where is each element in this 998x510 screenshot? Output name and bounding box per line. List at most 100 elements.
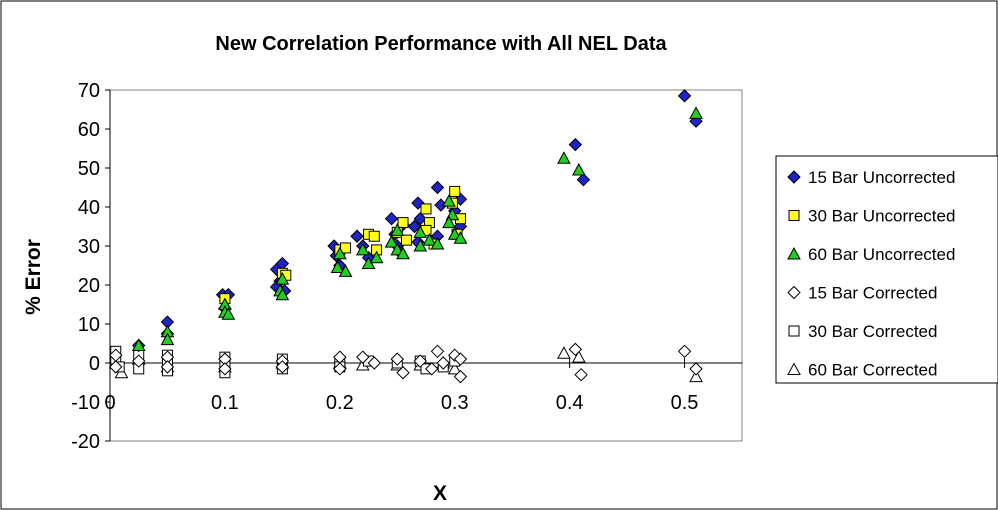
legend-entry: 30 Bar Corrected [788, 322, 937, 341]
data-point [350, 229, 364, 243]
legend-label: 30 Bar Uncorrected [808, 207, 955, 226]
data-point [384, 211, 399, 226]
data-point [430, 344, 445, 359]
data-point [568, 342, 583, 357]
y-tick-label: 10 [78, 314, 100, 336]
data-point [677, 89, 692, 103]
data-markers [108, 89, 703, 384]
data-point [576, 172, 591, 187]
legend-label: 30 Bar Corrected [808, 322, 937, 341]
data-point [332, 246, 347, 260]
data-point [442, 194, 456, 207]
legend-label: 15 Bar Uncorrected [808, 168, 955, 187]
data-point [390, 223, 405, 236]
series-15-bar-corrected [109, 342, 703, 384]
legend-entry: 15 Bar Corrected [787, 284, 937, 303]
data-point [447, 361, 462, 375]
data-point [557, 151, 571, 164]
legend-marker [787, 170, 801, 184]
legend-marker [788, 325, 800, 337]
x-tick-label: 0.3 [441, 392, 469, 414]
x-tick-label: 0.1 [211, 392, 239, 414]
data-point [396, 366, 410, 380]
data-point [367, 356, 381, 370]
x-tick-label: 0.2 [326, 392, 354, 414]
data-point [338, 264, 353, 277]
y-tick-label: 70 [78, 80, 100, 102]
data-point [449, 185, 461, 197]
legend-label: 60 Bar Corrected [808, 361, 937, 380]
data-point [384, 235, 399, 248]
series-60-bar-uncorrected [131, 106, 703, 351]
data-point [221, 307, 236, 320]
data-point [218, 362, 232, 376]
data-point [425, 362, 439, 376]
x-tick-label: 0.4 [556, 392, 584, 414]
y-tick-label: -10 [71, 392, 100, 414]
data-point [275, 272, 290, 285]
data-point [356, 350, 370, 364]
data-point [430, 180, 445, 195]
data-point [131, 338, 146, 351]
y-tick-label: 20 [78, 275, 100, 297]
data-point [275, 287, 290, 301]
data-point [368, 230, 380, 242]
data-point [689, 106, 703, 119]
data-point [413, 211, 427, 226]
data-point [413, 225, 428, 238]
data-point [436, 356, 450, 370]
x-axis-title: X [433, 482, 447, 505]
data-point [396, 246, 410, 260]
data-point [442, 215, 456, 229]
legend-items: 15 Bar Uncorrected 30 Bar Uncorrected 60 B… [787, 168, 955, 380]
data-point [568, 137, 583, 152]
data-point [557, 346, 571, 359]
legend-label: 60 Bar Uncorrected [808, 245, 955, 264]
data-point [453, 231, 468, 244]
data-point [413, 354, 427, 368]
legend-marker [787, 362, 801, 375]
y-tick-label: 40 [78, 197, 100, 219]
data-point [407, 219, 422, 234]
data-point [453, 369, 468, 384]
legend-label: 15 Bar Corrected [808, 284, 937, 303]
y-tick-label: 50 [78, 158, 100, 180]
data-point [160, 360, 175, 374]
data-point [160, 332, 175, 346]
data-point [400, 234, 412, 246]
data-point [369, 250, 384, 264]
data-point [689, 362, 703, 376]
y-tick-label: 0 [89, 353, 100, 375]
data-point [574, 367, 588, 382]
data-point [420, 203, 432, 215]
chart-title: New Correlation Performance with All NEL… [215, 33, 667, 55]
data-point [689, 369, 703, 383]
y-tick-label: -20 [71, 431, 100, 453]
data-point [453, 352, 468, 366]
data-point [355, 242, 370, 256]
data-point [109, 360, 123, 374]
data-point [397, 217, 409, 229]
data-point [132, 354, 146, 368]
data-point [422, 233, 437, 246]
legend-marker [788, 210, 800, 221]
data-point [571, 162, 586, 176]
y-axis-title: % Error [22, 239, 45, 315]
legend-entry: 15 Bar Uncorrected [787, 168, 955, 187]
data-point [340, 242, 352, 254]
data-point [430, 237, 445, 250]
legend-marker [787, 285, 801, 300]
legend-entry: 60 Bar Corrected [787, 361, 937, 380]
x-tick-label: 0 [104, 392, 115, 414]
data-point [677, 344, 692, 359]
legend-marker [787, 246, 801, 260]
data-point [390, 352, 404, 366]
y-tick-label: 30 [78, 236, 100, 258]
y-tick-label: 60 [78, 119, 100, 141]
data-point [571, 350, 586, 363]
legend [775, 155, 998, 384]
x-tick-label: 0.5 [671, 392, 699, 414]
legend-entry: 30 Bar Uncorrected [788, 207, 955, 226]
